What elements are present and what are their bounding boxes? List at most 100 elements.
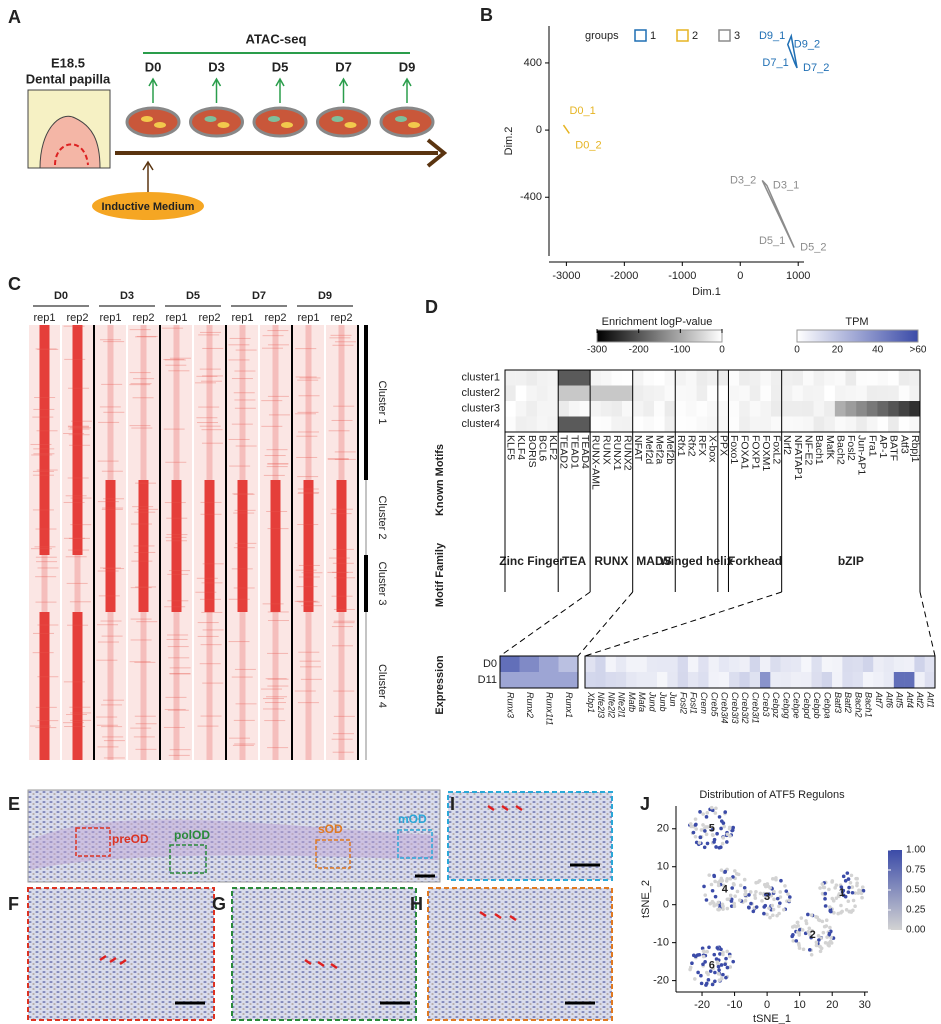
heat-line [198, 406, 220, 408]
heat-line [36, 469, 58, 471]
heat-line [195, 382, 217, 384]
legend-key [676, 29, 689, 42]
heat-cell [909, 416, 921, 432]
cell-dot [821, 930, 826, 935]
heat-cell [579, 370, 591, 386]
heat-line [267, 330, 289, 332]
heat-line [97, 641, 119, 643]
heat-line [199, 598, 221, 600]
gene-label: Mafa [637, 692, 647, 712]
gene-label: Cebpz [771, 692, 781, 719]
heat-line [298, 491, 320, 493]
cluster-label: Cluster 3 [376, 561, 388, 605]
heat-line [35, 556, 57, 558]
heat-cell [760, 370, 772, 386]
heat-line [234, 407, 256, 409]
heat-line [65, 495, 87, 497]
heat-cell [707, 385, 719, 401]
heat-band [338, 612, 345, 760]
expr-cell [821, 656, 833, 672]
expr-cell [760, 656, 771, 672]
heat-line [133, 378, 155, 380]
colorbar-title: TPM [845, 316, 868, 328]
heat-line [103, 411, 125, 413]
heat-line [64, 726, 86, 728]
cell-dot [786, 892, 790, 896]
heat-cell [792, 416, 804, 432]
cell-dot [807, 948, 812, 952]
heat-line [129, 661, 151, 663]
colorbar-tick-label: 0 [719, 345, 725, 356]
cell-dot [722, 887, 727, 892]
heat-cell [717, 401, 729, 417]
cell-dot [801, 947, 806, 952]
expr-cell [615, 656, 627, 672]
cluster-label: Cluster 2 [376, 495, 388, 539]
point-label: D5_2 [800, 242, 826, 254]
heat-line [101, 508, 123, 510]
expr-cell [832, 672, 843, 688]
family-label: MADS [636, 554, 671, 568]
heat-cell [728, 416, 740, 432]
colorbar-tick-label: 0.25 [906, 905, 926, 916]
panel-letter: H [410, 894, 423, 914]
gene-label: Atf6 [884, 691, 894, 708]
cell-dot [783, 884, 787, 888]
panel-a [27, 52, 448, 220]
cell-dot [828, 905, 832, 909]
heat-line [196, 417, 218, 419]
heat-line [300, 678, 322, 680]
heat-cell [845, 385, 857, 401]
heat-line [33, 448, 55, 450]
motif-label: TEAD4 [579, 435, 591, 469]
heat-band [72, 480, 83, 555]
heat-line [294, 413, 316, 415]
expr-cell [500, 656, 520, 672]
heat-line [33, 408, 55, 410]
heat-cell [505, 401, 516, 417]
expr-cell [729, 672, 740, 688]
heat-line [261, 688, 283, 690]
cell-dot [825, 935, 829, 939]
heat-line [68, 387, 90, 389]
heat-line [202, 629, 224, 631]
gene-label: Creb3l2 [740, 692, 750, 724]
arrow-head [275, 77, 285, 87]
cluster-label: 2 [810, 929, 816, 941]
y-tick-label: 0 [536, 124, 542, 136]
motif-label: Mef2a [654, 435, 666, 464]
cell-dot [824, 918, 829, 923]
heat-line [198, 334, 220, 336]
heat-line [300, 666, 322, 668]
rep-label: rep2 [264, 312, 286, 324]
heat-cell [675, 385, 687, 401]
heat-cell [707, 401, 719, 417]
heat-cell [558, 416, 570, 432]
expr-cell [585, 672, 596, 688]
heat-line [37, 676, 59, 678]
heat-line [130, 587, 152, 589]
expr-cell [646, 672, 658, 688]
heat-cell [653, 370, 665, 386]
heat-line [298, 564, 320, 566]
cell-dot [729, 899, 734, 903]
cell-dot [712, 873, 716, 878]
heat-line [66, 582, 88, 584]
heat-line [201, 582, 223, 584]
cell-dot [733, 869, 737, 873]
motif-label: Jun-AP1 [856, 435, 868, 475]
cell-dot [710, 827, 715, 832]
heat-line [69, 444, 91, 446]
motif-label: FoxL2 [771, 435, 783, 464]
cell-dot [703, 893, 708, 897]
cell-dot [823, 940, 828, 945]
heat-line [267, 685, 289, 687]
heat-line [130, 523, 152, 525]
expr-frame [499, 655, 579, 689]
cell-dot [814, 940, 819, 945]
heat-line [196, 577, 218, 579]
heat-line [102, 736, 124, 738]
heat-band [39, 612, 50, 760]
heat-line [327, 458, 349, 460]
chart-title: Distribution of ATF5 Regulons [699, 789, 845, 801]
